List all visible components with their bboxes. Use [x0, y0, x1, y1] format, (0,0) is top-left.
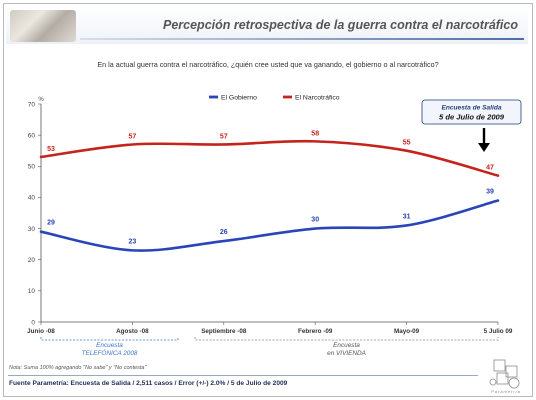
series-layer — [39, 139, 500, 252]
footer-rule — [8, 375, 478, 376]
x-tick-label: Febrero -09 — [298, 328, 333, 335]
y-tick-label: 70 — [28, 101, 36, 108]
bracket-label-1: Encuesta — [333, 342, 360, 349]
y-tick-label: 40 — [28, 195, 36, 202]
y-tick-label: 50 — [28, 164, 36, 171]
data-label-narcotrafico: 58 — [311, 130, 319, 137]
bracket-label-2: TELEFÓNICA 2008 — [82, 348, 138, 357]
callout-arrow-head — [478, 143, 490, 152]
x-tick-label: Mayo-09 — [394, 328, 420, 335]
legend: El Gobierno El Narcotráfico — [209, 94, 340, 101]
y-tick-label: 30 — [28, 226, 36, 233]
bracket-label-2: en VIVIENDA — [327, 350, 366, 357]
bracket-line — [194, 337, 499, 341]
survey-question: En la actual guerra contra el narcotráfi… — [97, 60, 439, 69]
x-tick-label: Septiembre -08 — [201, 328, 247, 335]
header-banner: Percepción retrospectiva de la guerra co… — [6, 6, 528, 44]
y-axis: 0 10 20 30 40 50 60 70% — [28, 97, 45, 326]
data-label-gobierno: 23 — [129, 238, 137, 245]
logo-text: Parametría — [491, 389, 521, 394]
x-axis: Junio -08 Agosto -08 Septiembre -08 Febrero… — [27, 321, 513, 335]
callout-box — [421, 99, 522, 125]
data-label-gobierno: 29 — [47, 220, 55, 227]
page-title: Percepción retrospectiva de la guerra co… — [163, 18, 518, 32]
header-rule — [80, 38, 524, 40]
data-label-narcotrafico: 57 — [220, 133, 228, 140]
y-tick-label: 20 — [28, 257, 36, 264]
y-axis-unit: % — [38, 97, 44, 103]
header-photo — [10, 10, 76, 42]
y-tick-label: 60 — [28, 132, 36, 139]
parametria-logo — [489, 359, 520, 389]
x-tick-label: Junio -08 — [27, 328, 55, 335]
data-label-gobierno: 30 — [311, 217, 319, 224]
data-labels: 29 23 26 30 31 39 53 57 57 58 55 47 — [47, 130, 494, 245]
x-tick-label: 5 Julio 09 — [484, 328, 513, 335]
data-label-narcotrafico: 47 — [486, 165, 494, 172]
slide-frame: Percepción retrospectiva de la guerra co… — [3, 3, 533, 397]
bracket-line — [40, 337, 179, 341]
data-label-gobierno: 39 — [486, 189, 494, 196]
data-label-narcotrafico: 55 — [403, 140, 411, 147]
data-label-gobierno: 31 — [403, 213, 411, 220]
data-label-narcotrafico: 53 — [47, 146, 55, 153]
callout-line-2: 5 de Julio de 2009 — [439, 113, 505, 122]
source-line: Fuente Parametría: Encuesta de Salida / … — [9, 380, 288, 387]
bracket-label-1: Encuesta — [96, 342, 123, 349]
line-chart: 0 10 20 30 40 50 60 70% Junio -08 Agosto -08 Sept… — [27, 94, 522, 357]
y-tick-label: 10 — [28, 288, 36, 295]
y-tick-label: 0 — [31, 319, 35, 326]
data-label-gobierno: 26 — [220, 229, 228, 236]
series-line-narcotrafico — [39, 139, 500, 177]
x-tick-label: Agosto -08 — [116, 328, 149, 335]
footnote: Nota: Suma 100% agregando "No sabe" y "N… — [9, 365, 147, 371]
legend-label: El Narcotráfico — [295, 94, 340, 101]
data-label-narcotrafico: 57 — [129, 133, 137, 140]
series-line-gobierno — [39, 199, 500, 252]
legend-label: El Gobierno — [221, 94, 257, 101]
callout-line-1: Encuesta de Salida — [441, 105, 501, 112]
